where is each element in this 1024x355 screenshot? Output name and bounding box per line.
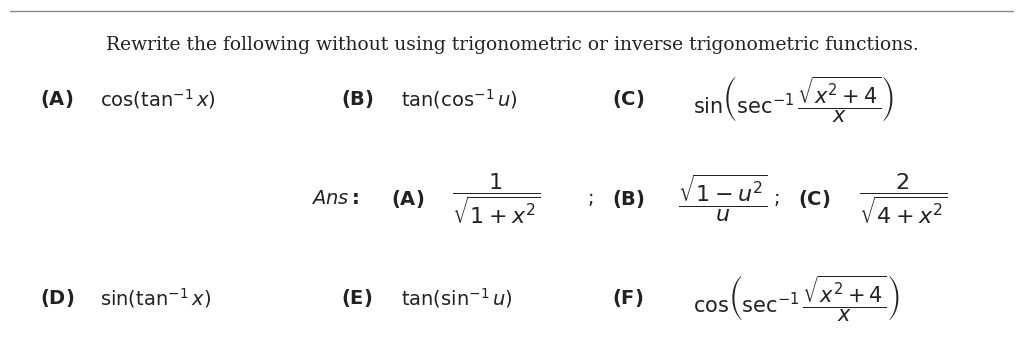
Text: Rewrite the following without using trigonometric or inverse trigonometric funct: Rewrite the following without using trig… [105, 36, 919, 54]
Text: $\mathbf{(C)}$: $\mathbf{(C)}$ [799, 188, 830, 210]
Text: $\sin\!\left(\sec^{-1}\dfrac{\sqrt{x^2+4}}{x}\right)$: $\sin\!\left(\sec^{-1}\dfrac{\sqrt{x^2+4… [693, 74, 894, 125]
Text: $\mathbf{(E)}$: $\mathbf{(E)}$ [341, 287, 373, 309]
Text: $;$: $;$ [773, 190, 779, 208]
Text: $;$: $;$ [588, 190, 594, 208]
Text: $Ans\mathbf{:}$: $Ans\mathbf{:}$ [311, 190, 359, 208]
Text: $\mathbf{(A)}$: $\mathbf{(A)}$ [40, 88, 73, 110]
Text: $\mathbf{(B)}$: $\mathbf{(B)}$ [612, 188, 645, 210]
Text: $\mathbf{(D)}$: $\mathbf{(D)}$ [40, 287, 74, 309]
Text: $\mathbf{(F)}$: $\mathbf{(F)}$ [612, 287, 644, 309]
Text: $\dfrac{\sqrt{1-u^2}}{u}$: $\dfrac{\sqrt{1-u^2}}{u}$ [678, 173, 767, 224]
Text: $\dfrac{1}{\sqrt{1+x^2}}$: $\dfrac{1}{\sqrt{1+x^2}}$ [452, 171, 541, 226]
Text: $\dfrac{2}{\sqrt{4+x^2}}$: $\dfrac{2}{\sqrt{4+x^2}}$ [859, 171, 947, 226]
Text: $\cos\!\left(\sec^{-1}\dfrac{\sqrt{x^2+4}}{x}\right)$: $\cos\!\left(\sec^{-1}\dfrac{\sqrt{x^2+4… [693, 273, 899, 323]
Text: $\cos(\tan^{-1} x)$: $\cos(\tan^{-1} x)$ [100, 87, 216, 111]
Text: $\sin(\tan^{-1} x)$: $\sin(\tan^{-1} x)$ [100, 286, 211, 310]
Text: $\mathbf{(C)}$: $\mathbf{(C)}$ [612, 88, 645, 110]
Text: $\mathbf{(A)}$: $\mathbf{(A)}$ [391, 188, 425, 210]
Text: $\mathbf{(B)}$: $\mathbf{(B)}$ [341, 88, 374, 110]
Text: $\tan(\cos^{-1} u)$: $\tan(\cos^{-1} u)$ [401, 87, 518, 111]
Text: $\tan(\sin^{-1} u)$: $\tan(\sin^{-1} u)$ [401, 286, 513, 310]
